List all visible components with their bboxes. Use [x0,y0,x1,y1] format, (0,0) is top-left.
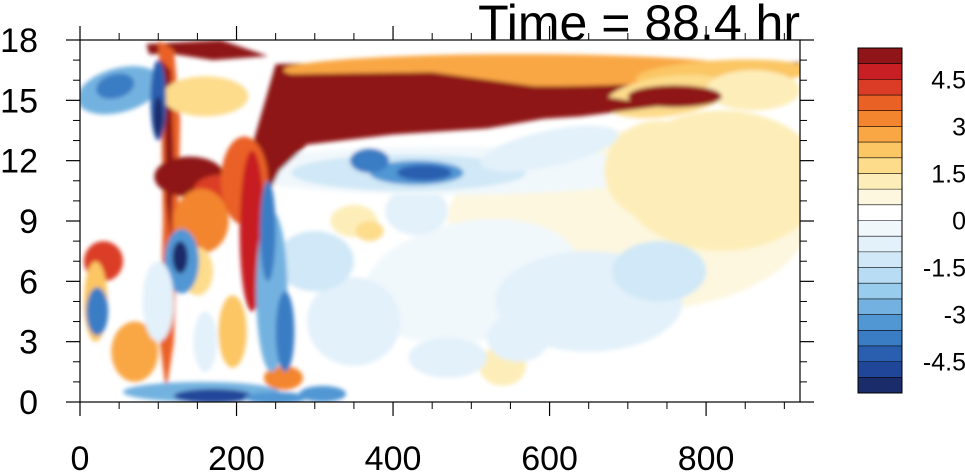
colorbar-swatch [858,204,902,221]
colorbar-swatch [858,361,902,378]
contour-blob [172,241,189,274]
contour-blob [480,125,619,172]
contour-blob [153,96,163,137]
contour-blob [162,76,249,117]
contour-blob [260,180,276,282]
contour-blob [355,221,384,242]
colorbar-label: 3 [952,113,965,141]
y-tick-label: 15 [0,82,38,120]
colorbar-swatch [858,251,902,268]
contour-blob [612,241,707,302]
chart-title: Time = 88.4 hr [478,0,800,51]
y-tick-label: 9 [19,203,38,241]
colorbar-swatch [858,236,902,253]
y-tick-label: 3 [19,324,38,362]
y-tick-label: 18 [0,22,38,60]
x-tick-label: 200 [208,440,265,473]
contour-blob [244,391,307,402]
colorbar-swatch [858,79,902,96]
colorbar-swatch [858,345,902,362]
colorbar-swatch [858,189,902,206]
contour-blob [218,295,247,368]
colorbar-swatch [858,110,902,127]
colorbar-swatch [858,298,902,315]
contour-blob [275,231,354,292]
contour-blob [96,73,135,99]
x-tick-label: 600 [521,440,578,473]
x-tick-label: 400 [365,440,422,473]
colorbar-label: 1.5 [931,160,965,188]
contour-blob [111,321,159,382]
x-tick-label: 0 [71,440,90,473]
colorbar-swatch [858,330,902,347]
colorbar-frame [857,47,903,394]
contour-blob [408,337,487,378]
x-axis: 0 200 400 600 800 [71,26,785,473]
colorbar-swatch [858,63,902,80]
colorbar-label: 0 [952,208,965,236]
colorbar-swatch [858,126,902,143]
colorbar-label: -1.5 [923,255,965,283]
contour-blob [193,311,217,372]
contour-blob [263,365,304,390]
colorbar-swatch [858,157,902,174]
colorbar-swatch [858,95,902,112]
contour-blob [299,385,347,402]
contour-blob [86,287,109,336]
colorbar-label: -3 [944,302,965,330]
contour-field [80,40,800,402]
contour-blob [385,186,448,236]
colorbar-label: -4.5 [923,349,965,377]
contour-blob [627,85,722,108]
colorbar-swatch [858,314,902,331]
contour-blob [396,164,452,181]
plot-area [80,40,800,402]
colorbar-label: 4.5 [931,66,965,94]
y-axis: 0 3 6 9 12 15 18 [0,22,814,422]
colorbar-swatch [858,220,902,237]
contour-blob [350,148,390,173]
colorbar-swatch [858,283,902,300]
contour-blob [306,277,401,366]
contour-blob [706,70,800,111]
y-tick-label: 6 [19,263,38,301]
colorbar-swatch [858,267,902,284]
colorbar: 4.5 3 1.5 0 -1.5 -3 -4.5 [857,47,965,394]
contour-blob [142,261,174,342]
colorbar-swatch [858,48,902,64]
y-tick-label: 12 [0,143,38,181]
contour-blob [173,388,253,402]
colorbar-swatch [858,142,902,159]
contour-band [248,72,675,221]
colorbar-swatch [858,173,902,190]
colorbar-swatch [858,377,902,394]
contour-blob [486,313,550,362]
x-tick-label: 800 [678,440,735,473]
contour-blob [604,120,714,221]
contour-band [146,40,268,61]
contour-blob [275,291,295,372]
y-tick-label: 0 [19,384,38,422]
